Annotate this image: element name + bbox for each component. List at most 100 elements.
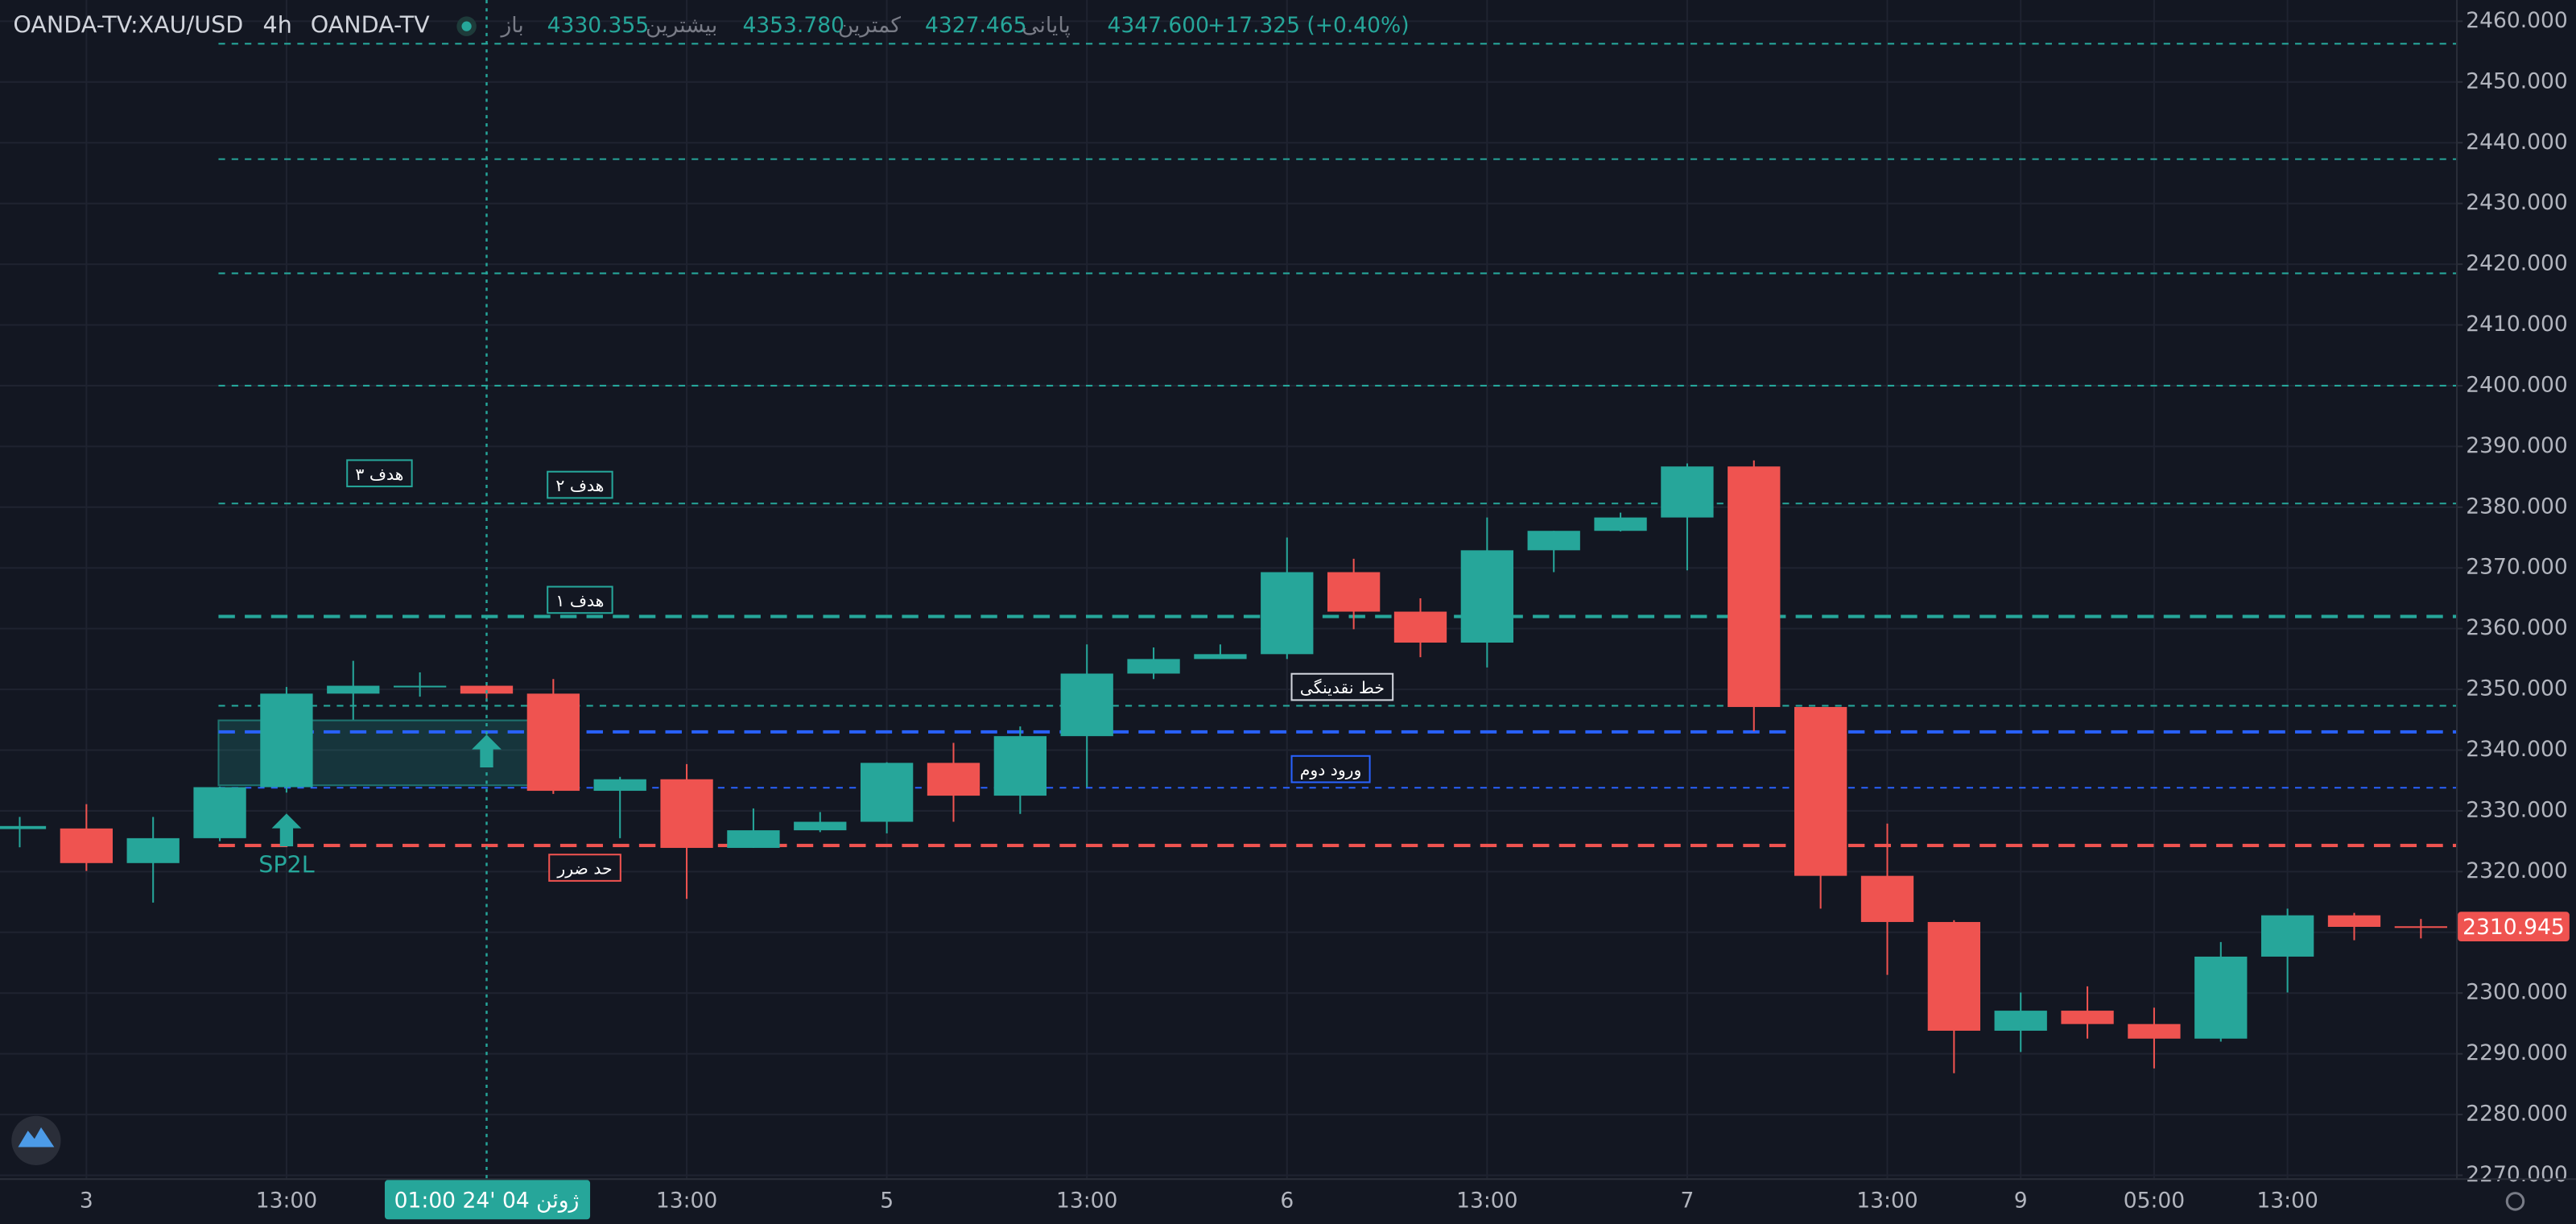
candle-body bbox=[126, 837, 180, 863]
candles bbox=[0, 460, 2447, 1073]
y-tick-label: 2420.000 bbox=[2466, 251, 2568, 276]
signal-arrow bbox=[472, 734, 502, 768]
y-tick-label: 2370.000 bbox=[2466, 555, 2568, 580]
interval: 4h bbox=[263, 11, 292, 39]
annotation-box bbox=[1290, 755, 1371, 784]
settings-icon[interactable] bbox=[2505, 1192, 2525, 1211]
candle-body bbox=[327, 685, 380, 694]
y-tick-label: 2450.000 bbox=[2466, 68, 2568, 93]
annotation: هدف ۱ bbox=[555, 591, 604, 610]
candle-body bbox=[2260, 915, 2314, 957]
candle-body bbox=[1794, 706, 1847, 876]
signal-label: SP2L bbox=[258, 851, 315, 879]
legend-label: باز bbox=[499, 13, 523, 38]
y-tick-label: 2410.000 bbox=[2466, 312, 2568, 337]
symbol: OANDA-TV:XAU/USD bbox=[13, 11, 243, 39]
candle-body bbox=[0, 825, 47, 829]
candle-body bbox=[193, 787, 246, 838]
x-tick-label: 13:00 bbox=[2256, 1188, 2318, 1213]
candle-body bbox=[860, 763, 914, 822]
candle-body bbox=[1661, 466, 1714, 518]
annotation-box bbox=[547, 470, 613, 499]
annotation: ورود دوم bbox=[1300, 760, 1362, 779]
legend-value: 4353.780 bbox=[742, 13, 844, 38]
candle-body bbox=[1261, 572, 1314, 655]
annotation-box bbox=[548, 854, 621, 882]
logo-icon bbox=[18, 1127, 55, 1148]
levels bbox=[217, 43, 2457, 847]
y-tick-label: 2430.000 bbox=[2466, 190, 2568, 215]
candle-body bbox=[1594, 517, 1647, 531]
x-tick-label: 6 bbox=[1280, 1188, 1294, 1213]
y-tick-label: 2270.000 bbox=[2466, 1162, 2568, 1187]
candle-body bbox=[1060, 673, 1113, 737]
annotation: خط نقدینگی bbox=[1300, 678, 1385, 697]
annotation: حد ضرر bbox=[556, 859, 612, 879]
y-tick-label: 2380.000 bbox=[2466, 494, 2568, 519]
x-tick-label: 7 bbox=[1680, 1188, 1694, 1213]
change: +17.325 (+0.40%) bbox=[1208, 13, 1410, 38]
y-tick-label: 2400.000 bbox=[2466, 372, 2568, 397]
candle-body bbox=[593, 779, 646, 792]
candle-body bbox=[727, 830, 780, 848]
y-tick-label: 2460.000 bbox=[2466, 8, 2568, 33]
candle-body bbox=[1927, 921, 1980, 1031]
candle-body bbox=[393, 685, 447, 688]
candle-body bbox=[1728, 466, 1781, 707]
x-tick-label: 05:00 bbox=[2124, 1188, 2185, 1213]
x-tick-label: 3 bbox=[80, 1188, 93, 1213]
x-tick-label: 13:00 bbox=[1456, 1188, 1517, 1213]
source: OANDA-TV bbox=[311, 11, 430, 39]
y-tick-label: 2320.000 bbox=[2466, 858, 2568, 883]
candle-body bbox=[2128, 1023, 2181, 1039]
x-tick-label: 5 bbox=[880, 1188, 894, 1213]
x-tick-label: 13:00 bbox=[256, 1188, 317, 1213]
x-tick-label: 13:00 bbox=[1056, 1188, 1117, 1213]
candle-body bbox=[2327, 915, 2381, 928]
candle-body bbox=[1393, 611, 1447, 643]
candle-body bbox=[1460, 550, 1513, 643]
y-tick-label: 2340.000 bbox=[2466, 737, 2568, 762]
y-tick-label: 2330.000 bbox=[2466, 797, 2568, 822]
last-price-tag bbox=[2458, 912, 2570, 942]
candle-body bbox=[993, 736, 1046, 796]
candle-body bbox=[1327, 572, 1381, 612]
candle-body bbox=[794, 821, 847, 831]
y-tick-label: 2360.000 bbox=[2466, 615, 2568, 640]
candle-body bbox=[2061, 1011, 2114, 1024]
y-tick-label: 2390.000 bbox=[2466, 433, 2568, 458]
candle-body bbox=[1127, 659, 1180, 674]
x-tick-label: 9 bbox=[2014, 1188, 2028, 1213]
annotation: هدف ۳ bbox=[355, 465, 403, 484]
overlay: 01:00 24' ژوئن 04 SP2L هدف ۳ هدف ۲ هدف ۱ خط ن… bbox=[258, 0, 2570, 1220]
annotation-box bbox=[547, 585, 613, 614]
annotation: هدف ۲ bbox=[555, 476, 604, 495]
legend-value: 4347.600 bbox=[1108, 13, 1210, 38]
legend-label: کمترین bbox=[838, 13, 902, 38]
candle-body bbox=[660, 779, 713, 848]
candle-body bbox=[1194, 654, 1247, 660]
annotation-box bbox=[346, 459, 413, 488]
legend-label: پایانی bbox=[1022, 13, 1070, 38]
y-tick-label: 2280.000 bbox=[2466, 1102, 2568, 1127]
candle-body bbox=[927, 763, 980, 796]
y-tick-label: 2440.000 bbox=[2466, 130, 2568, 155]
candle-body bbox=[260, 693, 313, 788]
signal-arrow bbox=[271, 813, 302, 847]
y-tick-label: 2300.000 bbox=[2466, 980, 2568, 1005]
candle-body bbox=[526, 693, 580, 792]
candle-body bbox=[60, 828, 113, 863]
legend-value: 4330.355 bbox=[547, 13, 650, 38]
candle-body bbox=[460, 685, 514, 694]
crosshair-tag bbox=[384, 1180, 591, 1220]
candle-body bbox=[1994, 1011, 2047, 1031]
x-tick-label: 01:00 24' ژوئن 04 bbox=[394, 1188, 580, 1213]
annotation-box bbox=[1290, 672, 1394, 701]
y-tick-label: 2350.000 bbox=[2466, 676, 2568, 701]
legend-label: بیشترین bbox=[646, 13, 717, 38]
candle-body bbox=[2194, 956, 2248, 1039]
